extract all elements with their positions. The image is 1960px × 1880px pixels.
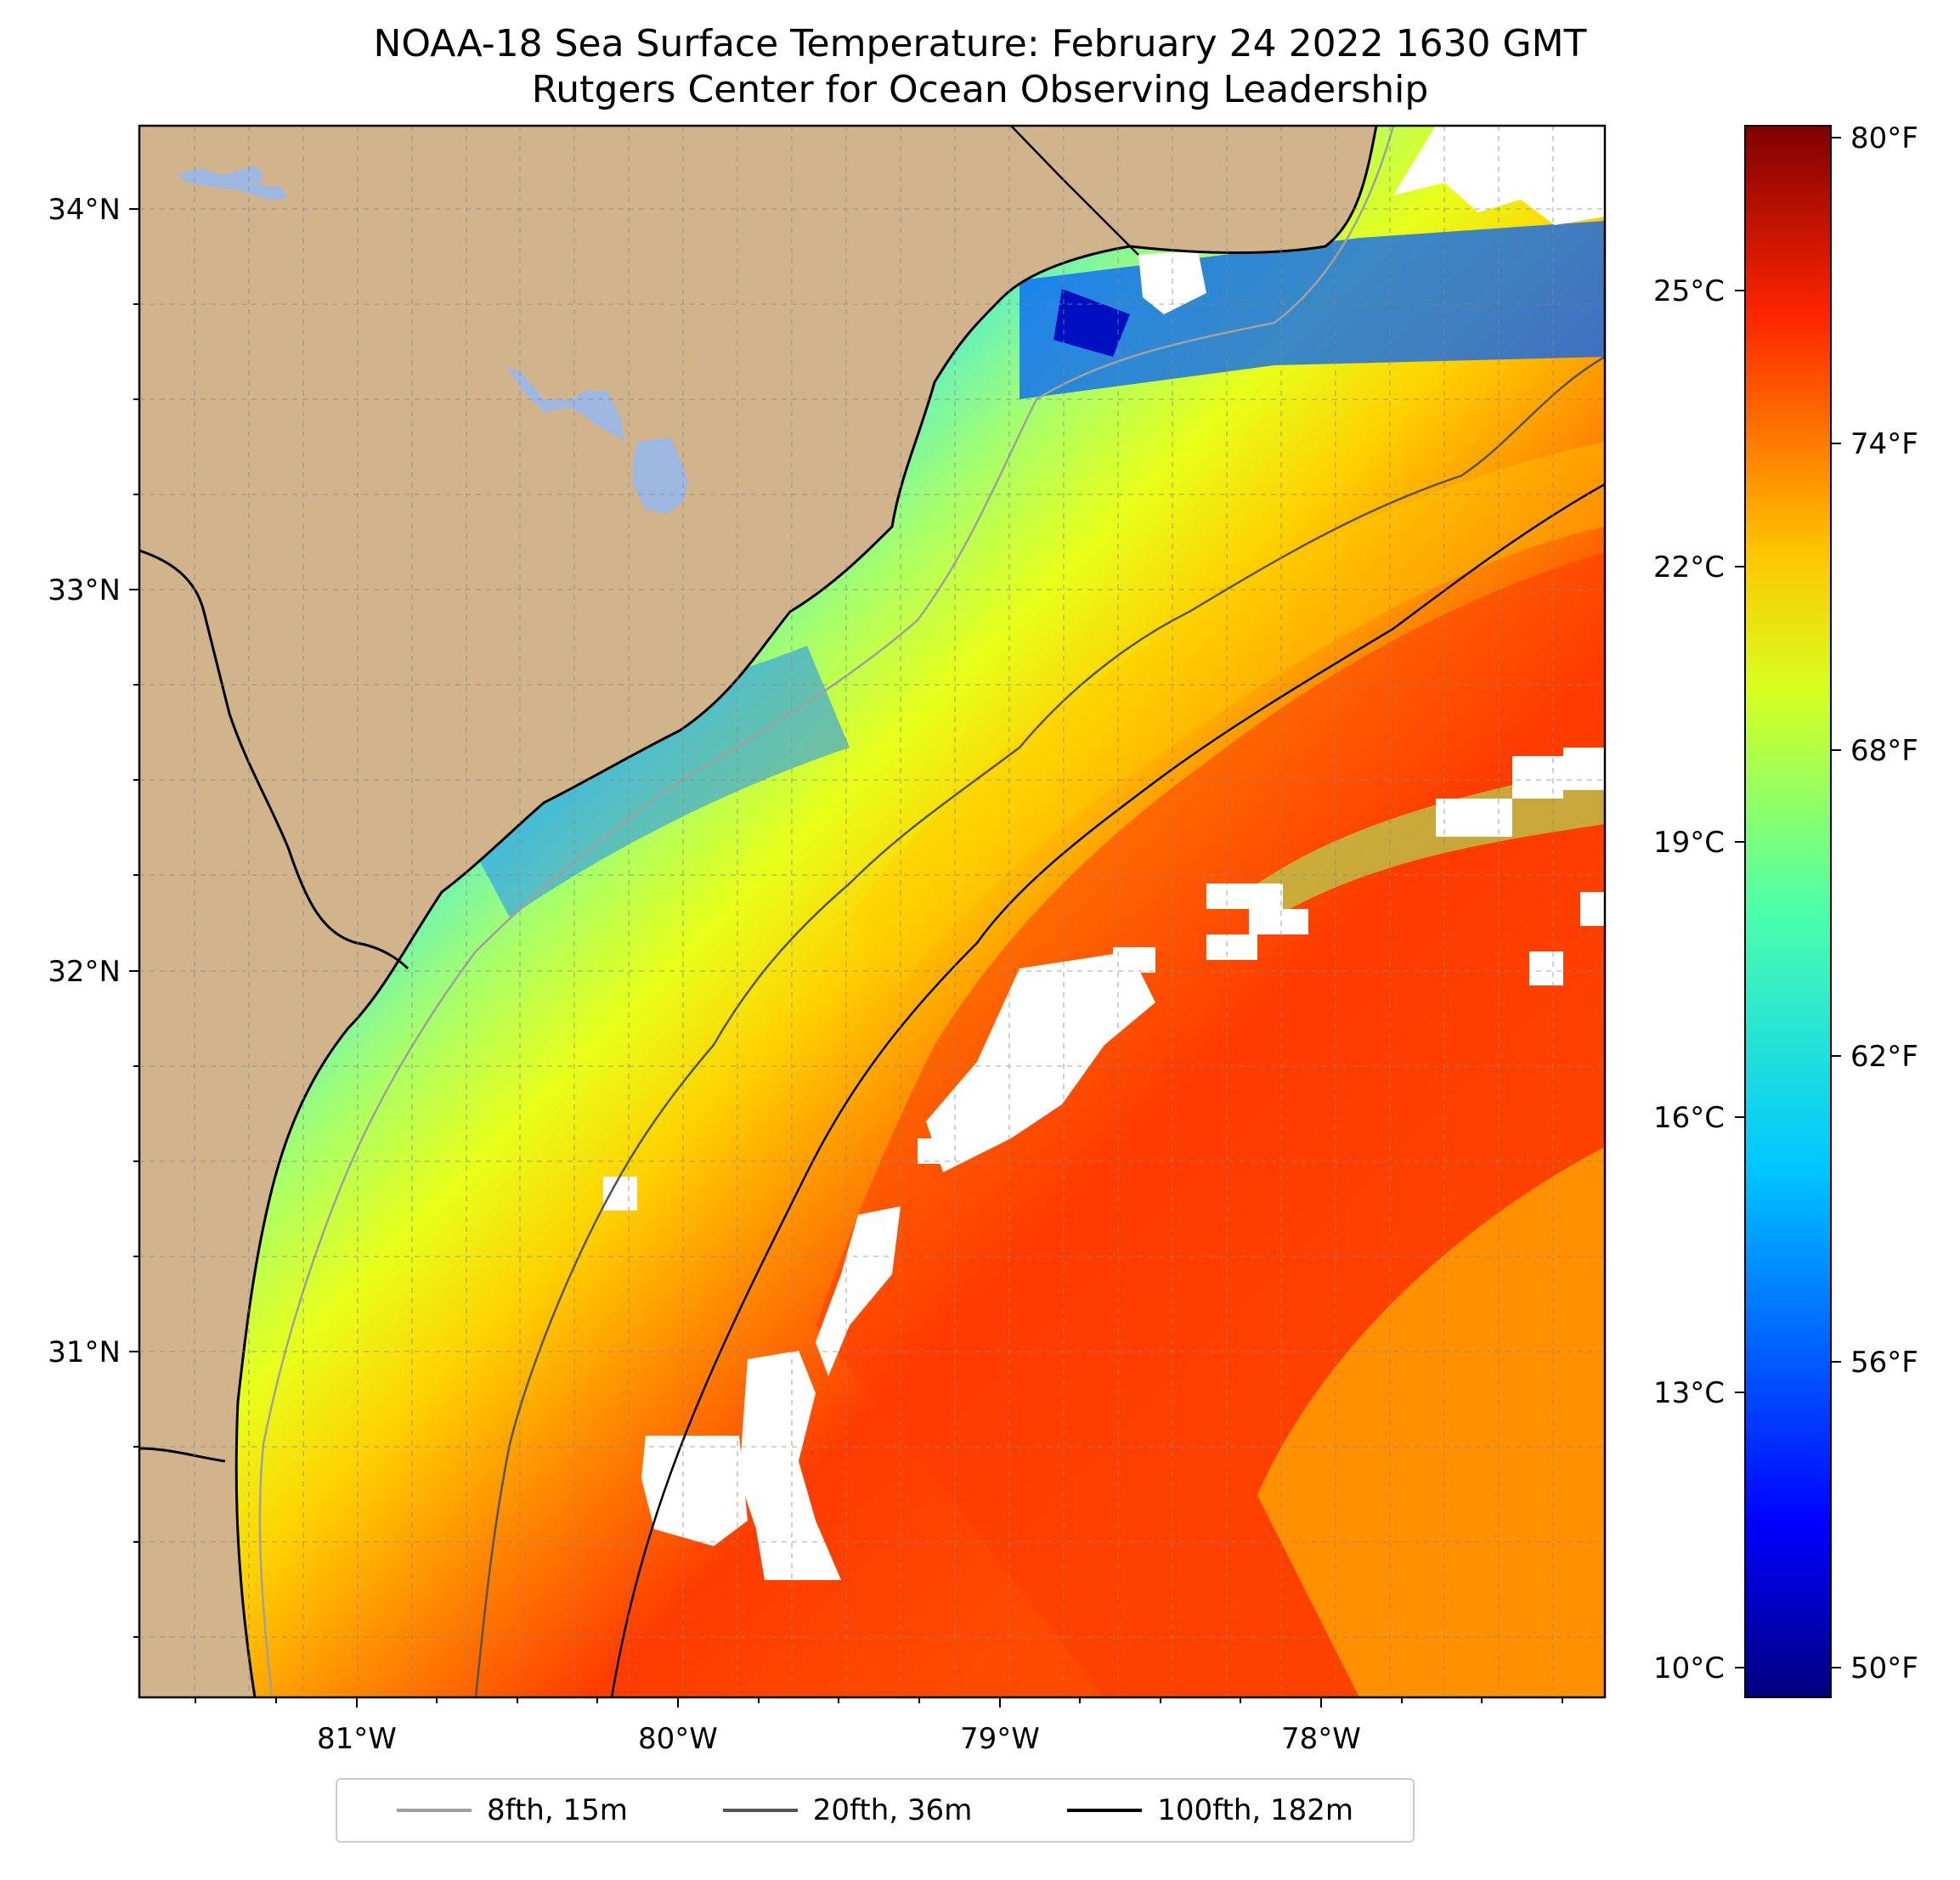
cold-nearshore-mid	[442, 646, 850, 917]
celsius-label: 16°C	[1653, 1101, 1725, 1135]
lon-label-79: 79°W	[960, 1722, 1040, 1756]
lon-label-78: 78°W	[1281, 1722, 1361, 1756]
cold-patch	[1053, 289, 1130, 357]
isobath-legend: 8fth, 15m 20fth, 36m 100fth, 182m	[336, 1778, 1415, 1843]
fahrenheit-label: 74°F	[1850, 427, 1918, 461]
celsius-label: 19°C	[1653, 826, 1725, 860]
state-border-nc-sc	[1010, 126, 1139, 256]
colorbar-fahrenheit-ticks	[1831, 137, 1841, 1668]
legend-line-icon	[722, 1809, 798, 1812]
colorbar	[1744, 125, 1832, 1698]
legend-label: 20fth, 36m	[812, 1793, 973, 1827]
lat-label-34: 34°N	[48, 193, 121, 227]
warm-transition	[850, 442, 1605, 985]
celsius-label: 13°C	[1653, 1376, 1725, 1410]
map-area[interactable]	[139, 126, 1605, 1697]
lat-label-33: 33°N	[48, 573, 121, 607]
legend-item-100fth: 100fth, 182m	[1067, 1793, 1353, 1827]
legend-item-20fth: 20fth, 36m	[722, 1793, 973, 1827]
cool-filament	[1257, 765, 1605, 917]
land-mass	[139, 126, 1376, 1697]
lat-ticks	[129, 208, 139, 1638]
gridlines	[139, 126, 1605, 1697]
fahrenheit-label: 50°F	[1850, 1651, 1918, 1685]
fahrenheit-label: 62°F	[1850, 1040, 1918, 1074]
state-border-ga-fl	[139, 1447, 226, 1463]
warm-yellow-south	[1257, 1147, 1605, 1697]
celsius-label: 22°C	[1653, 550, 1725, 584]
cloud-mask	[603, 126, 1605, 1580]
coastline	[234, 126, 1378, 1697]
lon-label-81: 81°W	[317, 1722, 397, 1756]
colorbar-celsius-ticks	[1735, 290, 1745, 1668]
fahrenheit-label: 80°F	[1850, 121, 1918, 155]
legend-line-icon	[396, 1809, 472, 1812]
lon-label-80: 80°W	[638, 1722, 718, 1756]
isobath-20fth	[474, 355, 1605, 1697]
isobath-8fth	[258, 126, 1395, 1697]
legend-label: 100fth, 182m	[1157, 1793, 1354, 1827]
state-border-sc-ga	[139, 549, 410, 970]
legend-label: 8fth, 15m	[486, 1793, 628, 1827]
legend-line-icon	[1067, 1809, 1143, 1812]
map-subtitle: Rutgers Center for Ocean Observing Leade…	[531, 68, 1429, 111]
fahrenheit-label: 68°F	[1850, 734, 1918, 768]
map-title: NOAA-18 Sea Surface Temperature: Februar…	[373, 22, 1587, 65]
lat-label-32: 32°N	[48, 955, 121, 989]
celsius-label: 10°C	[1653, 1651, 1725, 1685]
fahrenheit-label: 56°F	[1850, 1346, 1918, 1380]
lat-label-31: 31°N	[48, 1335, 121, 1369]
legend-item-8fth: 8fth, 15m	[396, 1793, 628, 1827]
lon-ticks	[195, 1697, 1563, 1708]
map-frame	[138, 124, 1607, 1699]
celsius-label: 25°C	[1653, 274, 1725, 308]
isobath-100fth	[610, 483, 1605, 1697]
